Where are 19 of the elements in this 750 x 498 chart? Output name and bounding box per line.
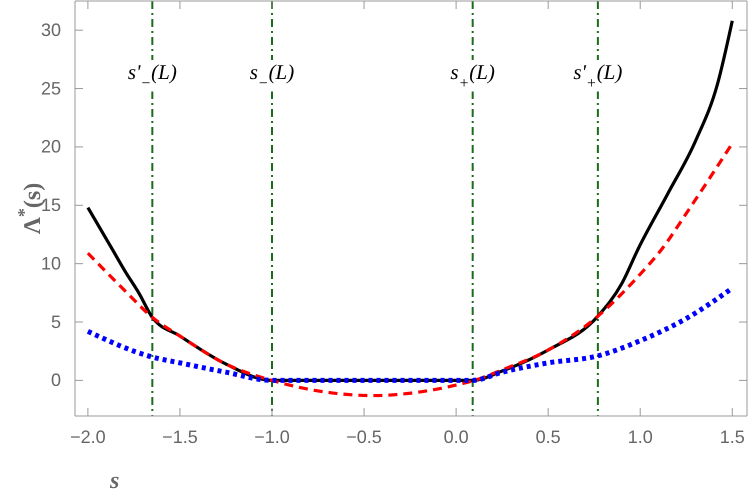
y-tick-label: 25 bbox=[40, 78, 61, 98]
y-tick-label: 30 bbox=[40, 20, 61, 40]
x-tick-label: 1.5 bbox=[720, 426, 745, 447]
ref-line-label: s'$_{+}$(L) bbox=[573, 60, 622, 92]
x-tick-label: 0.5 bbox=[536, 426, 561, 447]
x-tick-label: −2.0 bbox=[70, 426, 106, 447]
x-axis-title: s bbox=[109, 468, 120, 494]
y-tick-label: 0 bbox=[50, 370, 61, 390]
x-tick-label: −0.5 bbox=[346, 426, 382, 447]
ref-line-label: s$_{−}$(L) bbox=[250, 60, 294, 92]
y-tick-label: 10 bbox=[40, 253, 61, 274]
x-tick-label: −1.0 bbox=[254, 426, 290, 447]
x-tick-label: −1.5 bbox=[162, 426, 198, 447]
x-tick-label: 0.0 bbox=[444, 426, 469, 447]
ref-line-label: s$_{+}$(L) bbox=[450, 60, 495, 92]
x-tick-label: 1.0 bbox=[628, 426, 653, 447]
y-tick-label: 20 bbox=[40, 136, 61, 157]
y-tick-label: 5 bbox=[50, 312, 61, 332]
ref-line-label: s'$_{−}$(L) bbox=[128, 60, 177, 92]
